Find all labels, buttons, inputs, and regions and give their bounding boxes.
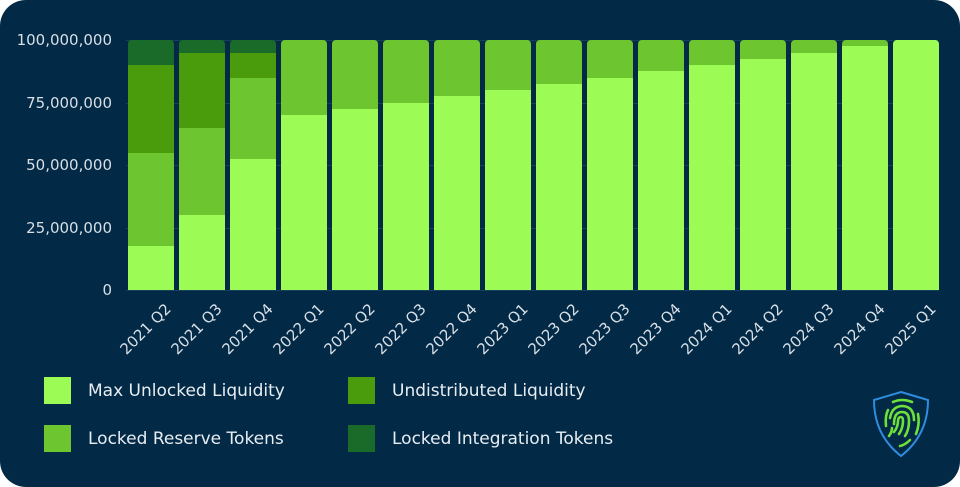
bar [587, 40, 633, 290]
y-tick-label: 75,000,000 [26, 93, 112, 112]
legend-swatch [44, 377, 71, 404]
bar-segment [179, 215, 225, 290]
bar [281, 40, 327, 290]
bar-segment [536, 83, 582, 290]
bar-segment [485, 90, 531, 290]
bar-segment [791, 52, 837, 290]
bar-segment [230, 77, 276, 159]
legend-item-max-unlocked: Max Unlocked Liquidity [44, 377, 285, 404]
bar [485, 40, 531, 290]
fingerprint-shield-icon [872, 390, 930, 458]
bar-segment [179, 127, 225, 215]
bar [383, 40, 429, 290]
bar-segment [332, 40, 378, 109]
bar-segment [128, 65, 174, 153]
bar-segment [791, 40, 837, 53]
bar [128, 40, 174, 290]
y-tick-label: 100,000,000 [16, 31, 112, 49]
bar-segment [638, 71, 684, 290]
bar-segment [281, 40, 327, 115]
bar-segment [179, 52, 225, 128]
gridline [126, 102, 938, 104]
plot-area [126, 40, 939, 291]
bar [791, 40, 837, 290]
bar-segment [383, 102, 429, 290]
bar-segment [638, 40, 684, 72]
legend-swatch [44, 425, 71, 452]
gridline [126, 165, 938, 166]
bar [434, 40, 480, 290]
bar-segment [230, 158, 276, 290]
bar-segment [587, 77, 633, 290]
bar-segment [128, 246, 174, 290]
bar-segment [842, 40, 888, 47]
y-tick-label: 25,000,000 [26, 218, 112, 237]
bar-segment [128, 152, 174, 247]
bar-segment [689, 40, 735, 65]
y-tick-label: 50,000,000 [26, 156, 112, 174]
legend-label: Max Unlocked Liquidity [88, 380, 285, 401]
bar-segment [332, 108, 378, 290]
legend-item-undistributed: Undistributed Liquidity [348, 377, 586, 404]
bar-segment [740, 40, 786, 59]
bar [332, 40, 378, 290]
bar-segment [740, 58, 786, 290]
gridline [126, 40, 938, 41]
bar-segment [179, 40, 225, 53]
legend-swatch [348, 377, 375, 404]
bar-segment [689, 65, 735, 290]
bar-segment [434, 96, 480, 290]
bar [893, 40, 939, 290]
bar-segment [383, 40, 429, 103]
legend-label: Undistributed Liquidity [392, 380, 586, 401]
bar-segment [434, 40, 480, 97]
y-tick-label: 0 [102, 281, 112, 299]
bar-segment [587, 40, 633, 78]
bar [230, 40, 276, 290]
bar [689, 40, 735, 290]
bar [179, 40, 225, 290]
legend-swatch [348, 425, 375, 452]
bar-segment [536, 40, 582, 84]
legend-label: Locked Integration Tokens [392, 428, 614, 449]
bar [536, 40, 582, 290]
gridline [126, 290, 938, 291]
bar [740, 40, 786, 290]
legend-label: Locked Reserve Tokens [88, 428, 284, 449]
bar-segment [230, 40, 276, 53]
bar-segment [893, 40, 939, 290]
legend-item-locked-integration: Locked Integration Tokens [348, 425, 613, 452]
bar-segment [281, 115, 327, 290]
bar [842, 40, 888, 290]
bar-segment [485, 40, 531, 90]
legend-item-locked-reserve: Locked Reserve Tokens [44, 425, 284, 452]
bar-segment [842, 46, 888, 290]
bar-segment [128, 40, 174, 65]
gridline [126, 227, 938, 229]
bar-segment [230, 52, 276, 78]
bar [638, 40, 684, 290]
